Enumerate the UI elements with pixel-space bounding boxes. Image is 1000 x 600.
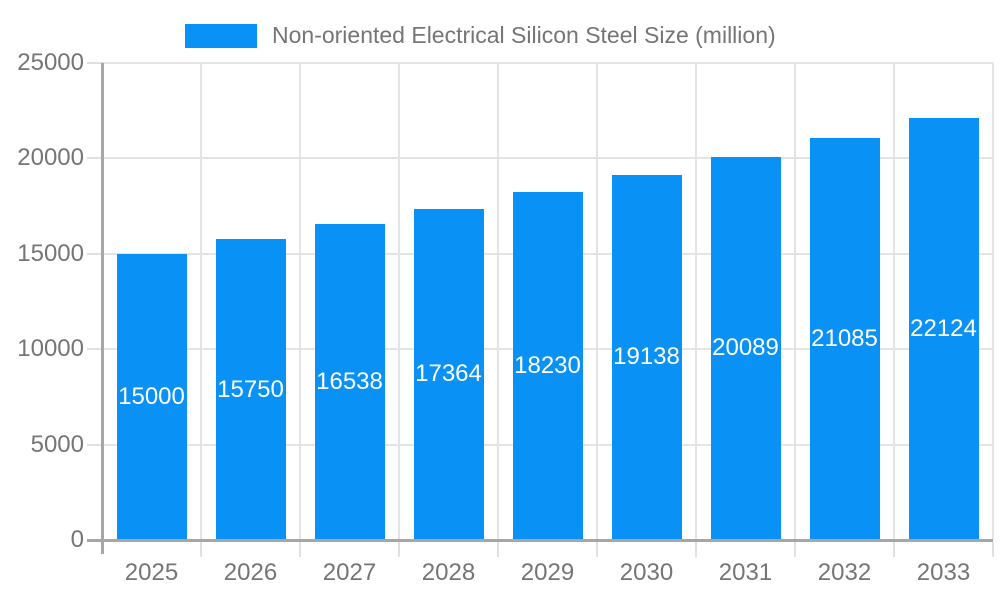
x-axis-line — [87, 539, 993, 542]
y-tick-mark — [87, 62, 102, 64]
x-gridline — [596, 63, 598, 540]
x-gridline — [794, 63, 796, 540]
y-axis-label: 20000 — [17, 144, 84, 172]
x-tick-mark — [497, 542, 499, 557]
bar-value-label: 17364 — [415, 360, 482, 388]
x-axis-label: 2029 — [520, 559, 575, 586]
bar-value-label: 22124 — [910, 314, 977, 342]
bar-value-label: 21085 — [811, 324, 878, 352]
bar-value-label: 20089 — [712, 334, 779, 362]
bar-value-label: 15750 — [217, 375, 284, 403]
x-tick-mark — [200, 542, 202, 557]
x-axis-label: 2031 — [718, 559, 773, 586]
x-tick-mark — [695, 542, 697, 557]
legend-color-swatch — [185, 23, 257, 48]
x-gridline — [893, 63, 895, 540]
bar — [908, 117, 979, 540]
x-gridline — [299, 63, 301, 540]
legend-label: Non-oriented Electrical Silicon Steel Si… — [272, 22, 776, 48]
legend: Non-oriented Electrical Silicon Steel Si… — [185, 22, 776, 49]
bar — [611, 174, 682, 540]
x-gridline — [497, 63, 499, 540]
bar — [314, 224, 385, 540]
x-axis-label: 2033 — [916, 559, 971, 586]
y-gridline — [102, 62, 993, 64]
bar-value-label: 18230 — [514, 352, 581, 380]
x-tick-mark — [299, 542, 301, 557]
x-gridline — [695, 63, 697, 540]
x-tick-mark — [893, 542, 895, 557]
bar-value-label: 19138 — [613, 343, 680, 371]
y-tick-mark — [87, 252, 102, 255]
bar — [512, 192, 583, 540]
x-gridline — [398, 63, 400, 540]
bar-value-label: 16538 — [316, 368, 383, 396]
y-tick-mark — [87, 443, 102, 446]
y-axis-line — [101, 63, 104, 554]
x-tick-mark — [794, 542, 796, 557]
x-tick-mark — [398, 542, 400, 557]
x-axis-label: 2026 — [223, 559, 278, 586]
bar — [116, 253, 187, 540]
y-axis-label: 15000 — [17, 239, 84, 267]
y-tick-mark — [87, 348, 102, 351]
x-axis-label: 2028 — [421, 559, 476, 586]
y-axis-label: 0 — [70, 526, 84, 553]
x-tick-mark — [596, 542, 598, 557]
bar-value-label: 15000 — [118, 382, 185, 410]
y-axis-label: 10000 — [17, 335, 84, 363]
y-axis-label: 25000 — [17, 49, 84, 76]
bar — [710, 156, 781, 540]
x-axis-label: 2025 — [124, 559, 179, 586]
y-axis-label: 5000 — [30, 430, 84, 458]
bar — [215, 239, 286, 540]
y-gridline — [102, 157, 993, 160]
x-gridline — [992, 63, 994, 540]
bar — [413, 208, 484, 540]
x-axis-label: 2032 — [817, 559, 872, 586]
x-axis-label: 2030 — [619, 559, 674, 586]
bar — [809, 137, 880, 540]
x-tick-mark — [992, 542, 994, 557]
x-gridline — [200, 63, 202, 540]
x-axis-label: 2027 — [322, 559, 377, 586]
y-tick-mark — [87, 157, 102, 160]
